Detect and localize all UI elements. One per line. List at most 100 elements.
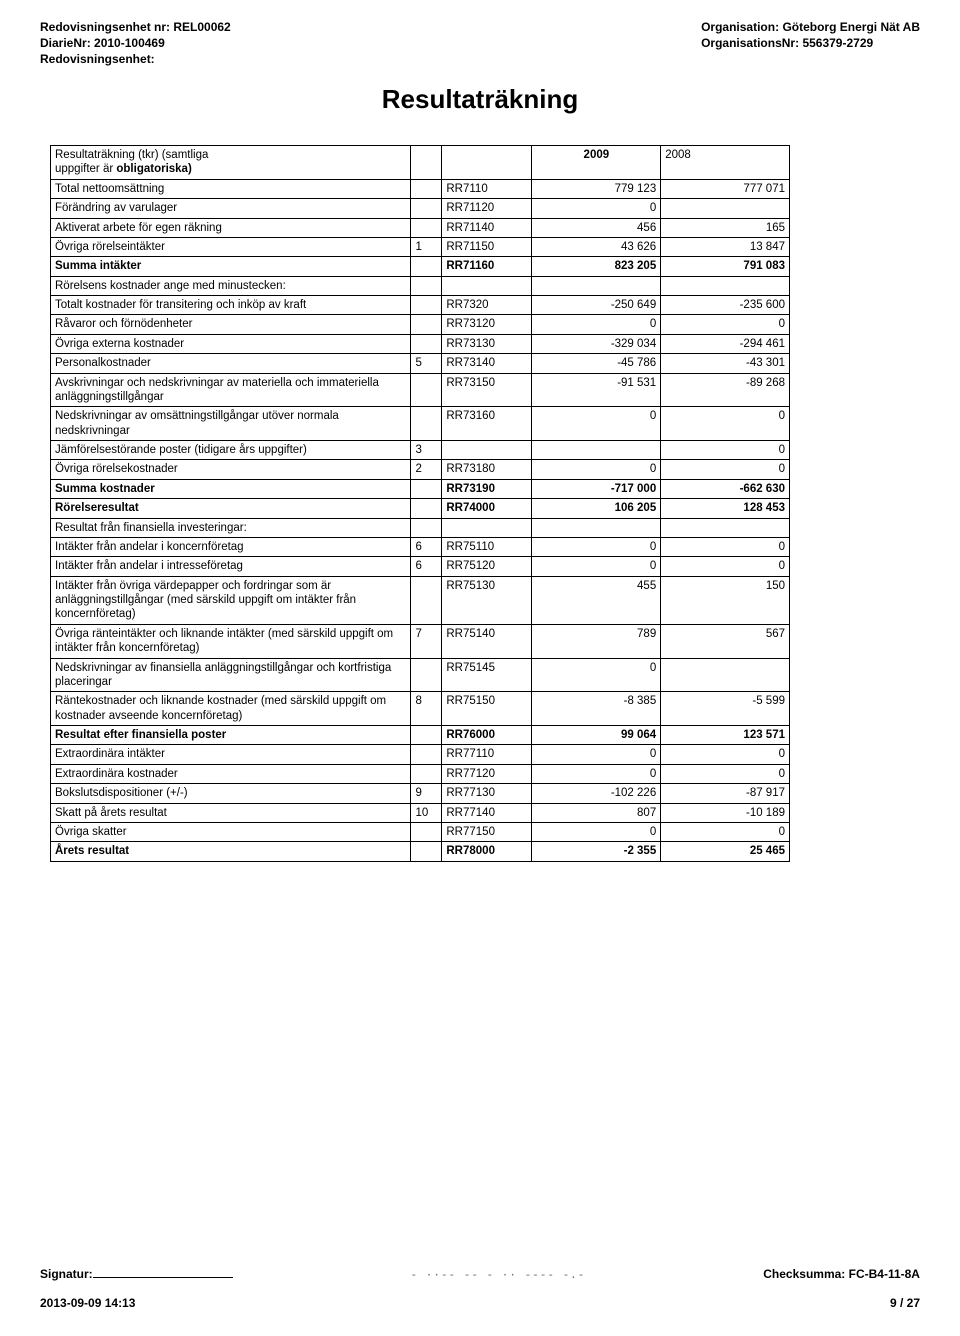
row-note — [411, 373, 442, 407]
row-code: RR77140 — [442, 803, 532, 822]
row-value-2008 — [661, 199, 790, 218]
row-value-2009: -45 786 — [532, 354, 661, 373]
table-row: Nedskrivningar av finansiella anläggning… — [51, 658, 790, 692]
row-note: 9 — [411, 784, 442, 803]
row-value-2009: 106 205 — [532, 499, 661, 518]
row-code: RR75150 — [442, 692, 532, 726]
table-row: Aktiverat arbete för egen räkningRR71140… — [51, 218, 790, 237]
table-header-2008: 2008 — [661, 146, 790, 180]
scribble-icon: - ··-- -- - ·· ---- -.- — [411, 1270, 586, 1282]
table-row: Intäkter från andelar i koncernföretag6R… — [51, 537, 790, 556]
table-row: Nedskrivningar av omsättningstillgångar … — [51, 407, 790, 441]
organisation: Organisation: Göteborg Energi Nät AB — [701, 20, 920, 34]
table-row: Råvaror och förnödenheterRR7312000 — [51, 315, 790, 334]
row-label: Förändring av varulager — [51, 199, 411, 218]
row-value-2008: -294 461 — [661, 334, 790, 353]
row-value-2009: 0 — [532, 460, 661, 479]
row-value-2008: 0 — [661, 557, 790, 576]
row-value-2008 — [661, 518, 790, 537]
row-label: Aktiverat arbete för egen räkning — [51, 218, 411, 237]
row-note — [411, 199, 442, 218]
label: DiarieNr: — [40, 36, 91, 50]
row-label: Summa intäkter — [51, 257, 411, 276]
row-value-2009: 99 064 — [532, 726, 661, 745]
row-note: 3 — [411, 441, 442, 460]
row-value-2008: 0 — [661, 407, 790, 441]
table-row: Årets resultatRR78000-2 35525 465 — [51, 842, 790, 861]
table-row: Jämförelsestörande poster (tidigare års … — [51, 441, 790, 460]
row-label: Nedskrivningar av finansiella anläggning… — [51, 658, 411, 692]
row-note: 6 — [411, 537, 442, 556]
row-value-2008: 791 083 — [661, 257, 790, 276]
label: OrganisationsNr: — [701, 36, 799, 50]
table-row: Skatt på årets resultat10RR77140807-10 1… — [51, 803, 790, 822]
row-code: RR73160 — [442, 407, 532, 441]
row-value-2008: -89 268 — [661, 373, 790, 407]
row-value-2009: -2 355 — [532, 842, 661, 861]
row-value-2009: 0 — [532, 537, 661, 556]
row-code — [442, 276, 532, 295]
table-row: Totalt kostnader för transitering och in… — [51, 296, 790, 315]
row-value-2009: -91 531 — [532, 373, 661, 407]
row-code: RR7110 — [442, 179, 532, 198]
row-label: Intäkter från andelar i intresseföretag — [51, 557, 411, 576]
checksum-block: Checksumma: FC-B4-11-8A — [763, 1267, 920, 1281]
row-code: RR74000 — [442, 499, 532, 518]
table-row: Övriga externa kostnaderRR73130-329 034-… — [51, 334, 790, 353]
value: 556379-2729 — [802, 36, 873, 50]
row-label: Avskrivningar och nedskrivningar av mate… — [51, 373, 411, 407]
row-value-2008: -662 630 — [661, 479, 790, 498]
table-row: Extraordinära intäkterRR7711000 — [51, 745, 790, 764]
row-note — [411, 822, 442, 841]
row-value-2008: 0 — [661, 460, 790, 479]
table-row: Räntekostnader och liknande kostnader (m… — [51, 692, 790, 726]
row-note: 6 — [411, 557, 442, 576]
row-value-2009: -250 649 — [532, 296, 661, 315]
row-value-2008: 0 — [661, 822, 790, 841]
row-note — [411, 658, 442, 692]
footer-page: 9 / 27 — [890, 1296, 920, 1310]
table-row: Extraordinära kostnaderRR7712000 — [51, 764, 790, 783]
row-value-2008: 13 847 — [661, 237, 790, 256]
row-code: RR71120 — [442, 199, 532, 218]
row-value-2008: 0 — [661, 764, 790, 783]
row-code: RR75120 — [442, 557, 532, 576]
row-label: Resultat efter finansiella poster — [51, 726, 411, 745]
label: Redovisningsenhet nr: — [40, 20, 170, 34]
row-label: Summa kostnader — [51, 479, 411, 498]
row-value-2009: 43 626 — [532, 237, 661, 256]
row-label: Övriga rörelseintäkter — [51, 237, 411, 256]
row-code: RR77150 — [442, 822, 532, 841]
row-value-2008: 128 453 — [661, 499, 790, 518]
table-row: Summa intäkterRR71160823 205791 083 — [51, 257, 790, 276]
row-label: Rörelseresultat — [51, 499, 411, 518]
row-value-2009: -329 034 — [532, 334, 661, 353]
row-note: 5 — [411, 354, 442, 373]
row-value-2009 — [532, 276, 661, 295]
row-note — [411, 842, 442, 861]
row-code: RR73180 — [442, 460, 532, 479]
row-value-2009: 0 — [532, 658, 661, 692]
label: Organisation: — [701, 20, 779, 34]
row-value-2009: 779 123 — [532, 179, 661, 198]
header-left: Redovisningsenhet nr: REL00062 DiarieNr:… — [40, 20, 231, 66]
row-value-2008: -5 599 — [661, 692, 790, 726]
row-code: RR76000 — [442, 726, 532, 745]
redovisningsenhet: Redovisningsenhet: — [40, 52, 231, 66]
row-value-2009: 823 205 — [532, 257, 661, 276]
row-code: RR73120 — [442, 315, 532, 334]
row-note — [411, 257, 442, 276]
table-row: Resultat efter finansiella poster RR76000… — [51, 726, 790, 745]
row-code: RR78000 — [442, 842, 532, 861]
label: Redovisningsenhet: — [40, 52, 155, 66]
row-label: Skatt på årets resultat — [51, 803, 411, 822]
table-header-code — [442, 146, 532, 180]
page-header: Redovisningsenhet nr: REL00062 DiarieNr:… — [40, 20, 920, 66]
table-row: Övriga rörelsekostnader2RR7318000 — [51, 460, 790, 479]
row-code: RR75145 — [442, 658, 532, 692]
table-row: Bokslutsdispositioner (+/-)9RR77130-102 … — [51, 784, 790, 803]
signature-line — [93, 1277, 233, 1278]
row-label: Intäkter från andelar i koncernföretag — [51, 537, 411, 556]
row-value-2008: -10 189 — [661, 803, 790, 822]
row-label: Personalkostnader — [51, 354, 411, 373]
